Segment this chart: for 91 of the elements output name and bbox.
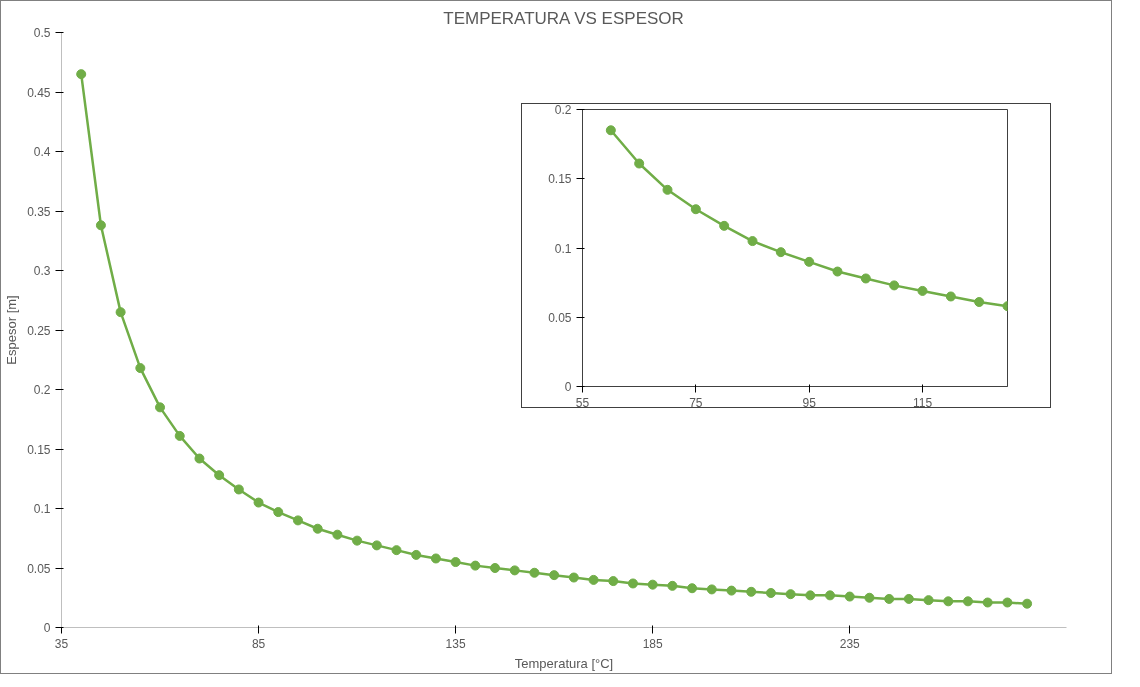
y-tick-label: 0.2 xyxy=(33,383,51,397)
point xyxy=(982,597,993,608)
point xyxy=(430,553,441,564)
point xyxy=(608,576,619,587)
point xyxy=(371,540,382,551)
point xyxy=(634,158,645,169)
point xyxy=(194,453,205,464)
y-tick-label: 0.5 xyxy=(33,26,51,40)
point xyxy=(943,596,954,607)
point xyxy=(352,535,363,546)
point xyxy=(825,590,836,601)
point xyxy=(667,580,678,591)
point xyxy=(135,363,146,374)
y-tick-label: 0.25 xyxy=(27,323,51,338)
point xyxy=(785,589,796,600)
point xyxy=(509,565,520,576)
point xyxy=(605,125,616,136)
point xyxy=(627,578,638,589)
point xyxy=(923,595,934,606)
x-tick-label: 75 xyxy=(689,395,703,410)
point xyxy=(726,585,737,596)
point xyxy=(549,570,560,581)
x-tick-label: 85 xyxy=(251,636,266,651)
point xyxy=(832,266,843,277)
point xyxy=(115,307,126,318)
point xyxy=(273,507,284,518)
point xyxy=(945,291,956,302)
y-tick-label: 0.1 xyxy=(554,241,572,256)
point xyxy=(860,273,871,284)
point xyxy=(844,591,855,602)
chart-title: TEMPERATURA VS ESPESOR xyxy=(443,8,684,28)
x-tick-label: 115 xyxy=(912,395,933,410)
point xyxy=(312,523,323,534)
point xyxy=(529,567,540,578)
point xyxy=(974,297,985,308)
y-tick-label: 0.2 xyxy=(554,103,572,117)
x-tick-label: 55 xyxy=(575,395,590,410)
point xyxy=(889,280,900,291)
point xyxy=(450,557,461,568)
x-axis-title: Temperatura [°C] xyxy=(514,655,614,671)
point xyxy=(332,529,343,540)
y-tick-label: 0.1 xyxy=(33,502,51,516)
y-tick-label: 0.15 xyxy=(27,442,51,457)
point xyxy=(95,220,106,231)
point xyxy=(747,236,758,247)
y-tick-label: 0 xyxy=(43,621,51,635)
point xyxy=(864,592,875,603)
point xyxy=(662,184,673,195)
point xyxy=(490,563,501,573)
point xyxy=(804,256,815,267)
point xyxy=(962,596,973,607)
point xyxy=(411,549,422,560)
point xyxy=(253,497,264,508)
point xyxy=(884,593,895,604)
point xyxy=(687,583,698,594)
point xyxy=(568,572,579,583)
y-tick-label: 0 xyxy=(564,380,572,394)
point xyxy=(391,545,402,556)
point xyxy=(647,579,658,590)
point xyxy=(76,69,87,80)
point xyxy=(903,593,914,604)
x-tick-label: 135 xyxy=(445,636,466,651)
y-tick-label: 0.05 xyxy=(548,310,572,325)
y-tick-label: 0.35 xyxy=(27,204,51,219)
point xyxy=(1022,598,1033,609)
point xyxy=(155,402,166,413)
y-tick-label: 0.3 xyxy=(33,264,51,278)
y-tick-label: 0.4 xyxy=(33,145,51,159)
point xyxy=(690,204,701,215)
point xyxy=(588,574,599,585)
point xyxy=(214,470,225,481)
x-tick-label: 95 xyxy=(802,395,817,410)
x-tick-label: 235 xyxy=(839,636,861,651)
y-tick-label: 0.05 xyxy=(27,561,51,576)
point xyxy=(746,586,757,597)
point xyxy=(174,430,185,441)
point xyxy=(765,588,776,598)
y-tick-label: 0.45 xyxy=(27,85,51,100)
point xyxy=(805,590,816,601)
point xyxy=(233,484,244,495)
x-tick-label: 185 xyxy=(642,636,664,651)
point xyxy=(292,515,303,526)
point xyxy=(719,220,730,231)
point xyxy=(917,285,928,296)
point xyxy=(470,560,481,571)
y-axis-title: Espesor [m] xyxy=(4,295,20,365)
point xyxy=(1002,597,1013,608)
x-tick-label: 35 xyxy=(54,636,69,651)
point xyxy=(706,584,717,595)
y-tick-label: 0.15 xyxy=(548,172,572,187)
point xyxy=(775,247,786,258)
